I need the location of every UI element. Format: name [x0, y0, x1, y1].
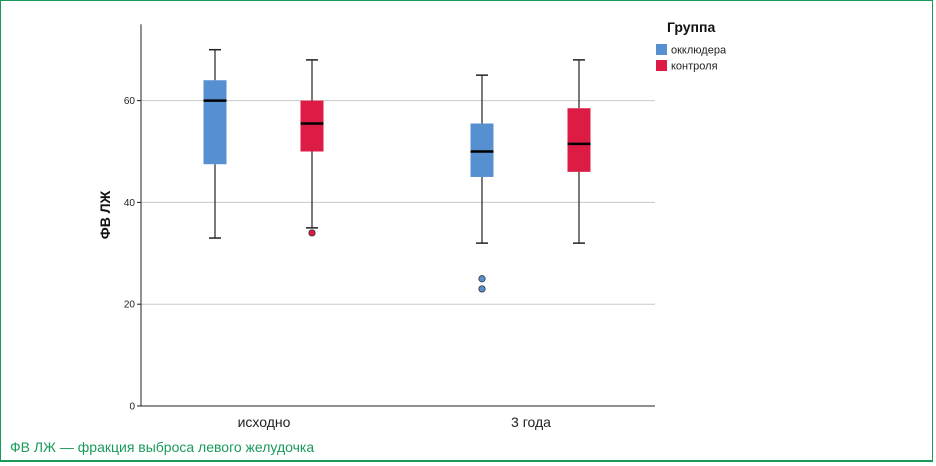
- box-iqr: [470, 123, 494, 177]
- box-2-2: [567, 59, 591, 244]
- box-iqr: [567, 108, 591, 172]
- legend-title: Группа: [667, 19, 715, 35]
- legend-swatch-2: [656, 60, 667, 71]
- y-tick-label-20: 20: [124, 300, 136, 311]
- x-tick-label-1: исходно: [238, 414, 291, 430]
- y-tick-labels: 0 20 40 60: [124, 96, 141, 413]
- y-tick-label-40: 40: [124, 198, 136, 209]
- box-iqr: [300, 100, 324, 152]
- box-iqr: [203, 80, 227, 165]
- legend-label-1: окклюдера: [671, 45, 727, 57]
- x-tick-labels: исходно 3 года: [238, 414, 552, 430]
- box-2-1: [300, 59, 324, 237]
- outlier-point-1: [308, 229, 316, 237]
- footnote: ФВ ЛЖ — фракция выброса левого желудочка: [10, 439, 315, 455]
- y-tick-label-0: 0: [129, 402, 135, 413]
- outlier-point-1: [478, 275, 486, 283]
- legend-label-2: контроля: [671, 61, 718, 73]
- y-tick-label-60: 60: [124, 96, 136, 107]
- box-1-1: [203, 48, 227, 239]
- box-1-2: [470, 74, 494, 293]
- box-series: [203, 48, 591, 293]
- y-axis-label: ФВ ЛЖ: [97, 190, 113, 239]
- legend: Группа окклюдера контроля: [656, 19, 727, 73]
- legend-swatch-1: [656, 44, 667, 55]
- x-tick-label-2: 3 года: [511, 414, 551, 430]
- gridlines: [141, 100, 655, 305]
- outlier-point-2: [478, 285, 486, 293]
